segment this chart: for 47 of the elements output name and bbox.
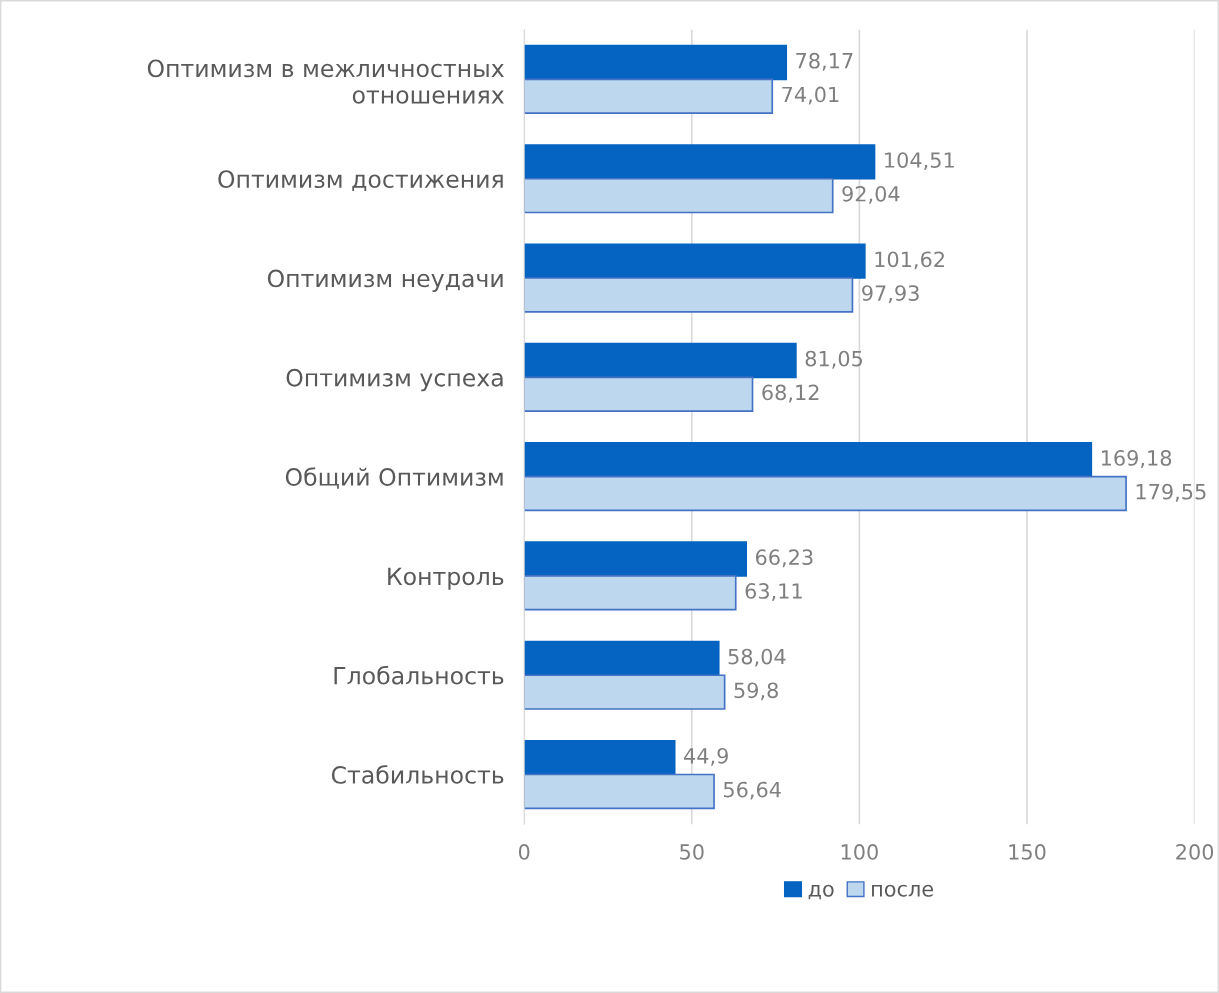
x-tick-label: 200 — [1176, 844, 1214, 860]
data-label: 44,9 — [684, 747, 728, 766]
data-label: 78,17 — [796, 52, 853, 71]
bar — [524, 342, 797, 379]
y-tick-label: Оптимизм достижения — [218, 170, 503, 191]
data-label: 92,04 — [842, 185, 900, 204]
data-label: 97,93 — [862, 285, 919, 304]
bar — [524, 541, 748, 577]
bar — [524, 177, 834, 214]
data-label: 68,12 — [762, 384, 819, 403]
data-label: 56,64 — [723, 781, 781, 800]
bar — [524, 773, 715, 810]
y-tick-label: Оптимизм неудачи — [267, 269, 503, 292]
data-label: 169,18 — [1101, 450, 1172, 468]
data-label: 179,55 — [1136, 483, 1206, 502]
x-tick-label: 50 — [680, 844, 704, 860]
x-tick-label: 100 — [841, 844, 878, 860]
bar — [524, 739, 676, 776]
bar — [524, 78, 774, 115]
bar — [524, 44, 788, 81]
data-label: 63,11 — [745, 583, 802, 601]
y-tick-label: Стабильность — [331, 765, 504, 784]
y-tick-label: Оптимизм в межличностных отношениях — [147, 59, 504, 104]
data-label: 104,51 — [885, 152, 954, 171]
bar — [524, 475, 1127, 512]
data-label: 66,23 — [755, 549, 813, 568]
bar — [524, 376, 754, 412]
legend-label: после — [872, 884, 933, 897]
bar — [524, 243, 866, 279]
y-tick-label: Контроль — [388, 567, 504, 590]
y-tick-label: Глобальность — [334, 665, 504, 685]
data-label: 58,04 — [728, 648, 786, 667]
bar — [524, 442, 1093, 478]
data-label: 59,8 — [734, 682, 778, 701]
bar — [524, 640, 720, 677]
y-tick-label: Общий Оптимизм — [285, 467, 503, 489]
y-tick-label: Оптимизм успеха — [286, 368, 503, 392]
bar — [524, 277, 854, 313]
x-tick-label: 150 — [1009, 844, 1046, 860]
x-tick-label: 0 — [518, 844, 530, 860]
data-label: 74,01 — [782, 86, 839, 105]
data-label: 101,62 — [875, 251, 944, 270]
bar — [524, 144, 876, 180]
bar — [524, 575, 737, 611]
data-label: 81,05 — [805, 350, 863, 369]
bar — [524, 674, 726, 710]
legend-label: до — [808, 884, 834, 900]
